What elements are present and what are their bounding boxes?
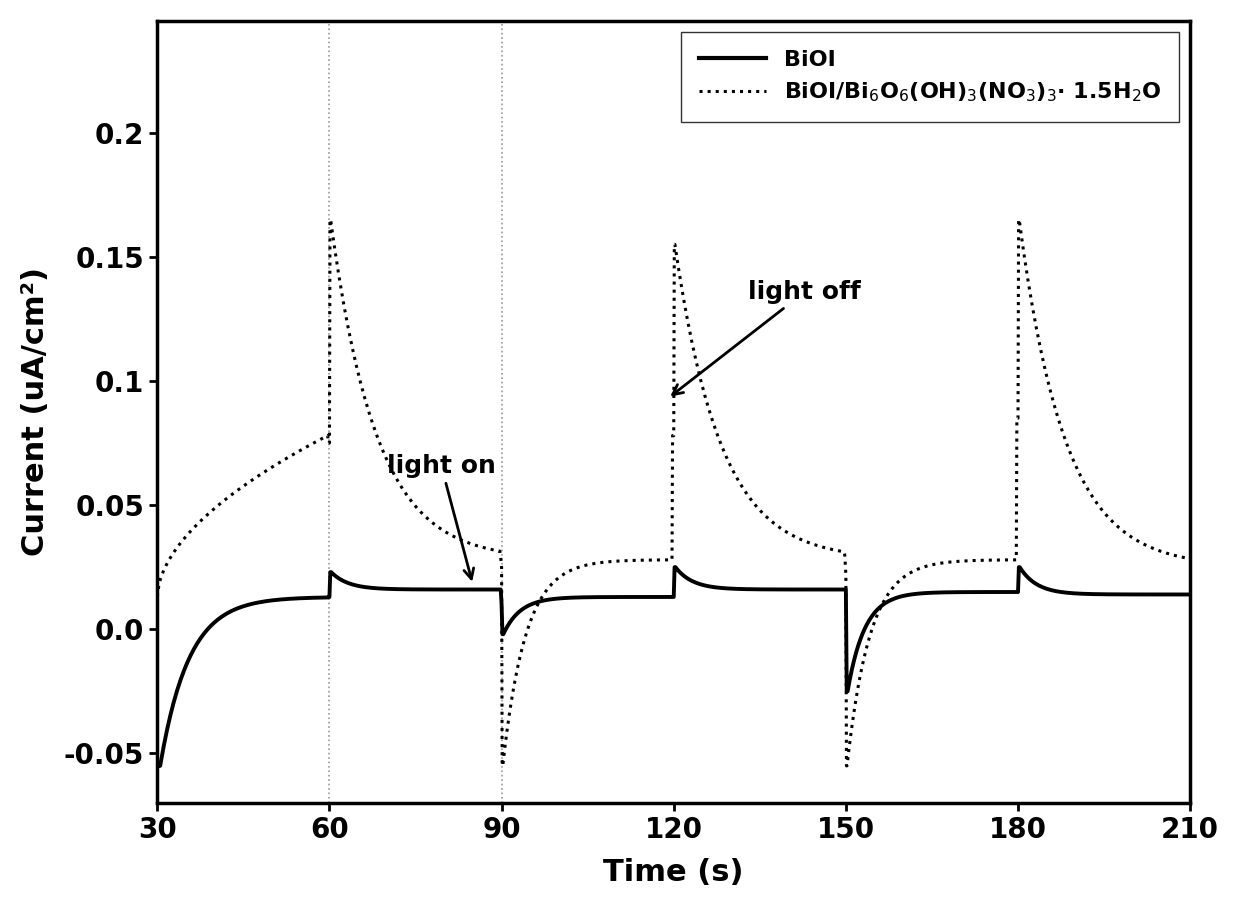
Legend: BiOI, BiOI/Bi$_6$O$_6$(OH)$_3$(NO$_3$)$_3$· 1.5H$_2$O: BiOI, BiOI/Bi$_6$O$_6$(OH)$_3$(NO$_3$)$_… (682, 32, 1179, 123)
Text: light off: light off (672, 280, 861, 395)
Text: light on: light on (387, 454, 496, 579)
Y-axis label: Current (uA/cm²): Current (uA/cm²) (21, 268, 50, 557)
X-axis label: Time (s): Time (s) (604, 858, 744, 887)
